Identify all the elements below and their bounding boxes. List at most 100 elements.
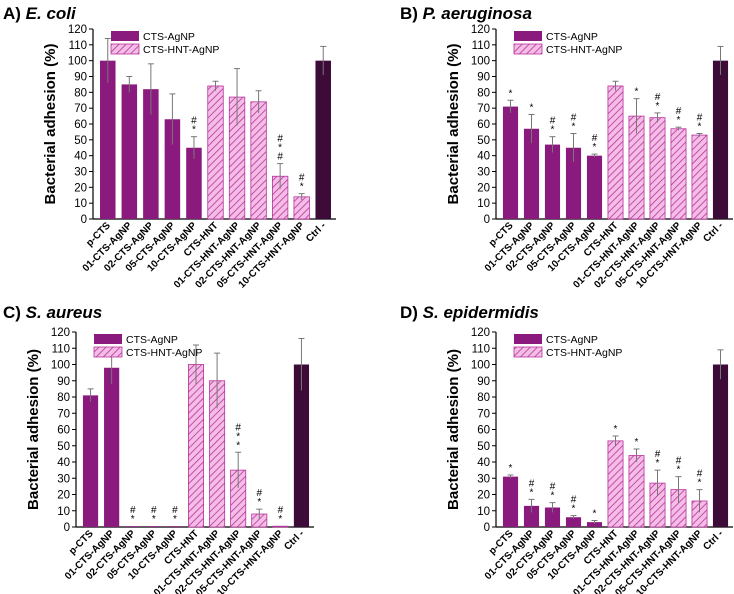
y-tick-label: 110 [69,40,87,52]
significance-mark: * [173,514,177,525]
y-tick-label: 0 [64,522,70,534]
significance-mark: # [172,505,178,516]
legend-label: CTS-AgNP [126,334,178,346]
bar-10-cts-hnt-agnp [293,196,310,220]
significance-mark: * [572,122,576,133]
significance-mark: * [236,440,240,451]
significance-mark: * [257,497,261,508]
legend-label: CTS-HNT-AgNP [546,347,622,359]
x-tick-label: Ctrl - [701,220,725,244]
bar-05-cts-agnp [565,517,582,527]
significance-mark: # [592,133,598,144]
y-tick-label: 10 [477,506,490,518]
y-tick-label: 40 [74,151,87,163]
panel-label: A) [3,4,26,23]
significance-mark: * [278,143,282,154]
y-tick-label: 90 [57,376,70,388]
significance-mark: * [152,514,156,525]
significance-mark: # [676,106,682,117]
legend-swatch-cts-hnt-agnp [110,43,140,55]
legend-label: CTS-HNT-AgNP [546,44,622,56]
significance-mark: * [677,115,681,126]
legend-label: CTS-HNT-AgNP [143,44,219,56]
y-tick-label: 0 [81,214,87,226]
bar-10-cts-agnp [586,522,603,527]
y-tick-label: 30 [477,473,490,485]
significance-mark: # [655,449,661,460]
legend-label: CTS-AgNP [143,31,195,43]
panel-title: D) S. epidermidis [400,303,539,322]
y-tick-label: 30 [74,167,87,179]
significance-mark: * [278,514,282,525]
legend-swatch-cts-agnp [111,31,139,41]
y-tick-label: 20 [477,182,490,194]
bar-02-cts-agnp [544,507,561,527]
bar-cts-hnt [188,364,204,528]
bar-10-cts-hnt-agnp [272,525,289,528]
significance-mark: # [277,152,283,163]
y-tick-label: 60 [57,425,70,437]
y-tick-label: 90 [74,72,87,84]
significance-mark: * [593,509,597,520]
bar-02-cts-hnt-agnp [250,101,267,220]
significance-mark: * [530,103,534,114]
y-tick-label: 70 [57,408,70,420]
bar-05-cts-agnp [164,119,181,219]
significance-mark: * [300,182,304,193]
y-tick-label: 100 [51,360,70,372]
legend-swatch-cts-agnp [514,334,542,344]
bar-p-cts [502,476,519,527]
y-tick-label: 110 [52,343,70,355]
y-tick-label: 100 [471,360,490,372]
significance-mark: * [593,142,597,153]
significance-mark: * [698,122,702,133]
legend-swatch-cts-agnp [94,334,122,344]
legend-swatch-cts-agnp [514,31,542,41]
y-tick-label: 80 [74,87,87,99]
y-tick-label: 60 [74,119,87,131]
bar-p-cts [502,106,519,219]
chart-panel-4: D) S. epidermidis 0 10 20 30 40 50 60 70 80 90 100 1… [400,303,733,594]
bar-p-cts [82,395,99,527]
y-tick-label: 100 [471,56,490,68]
y-tick-label: 70 [74,103,87,115]
significance-mark: # [235,422,241,433]
bar-02-cts-agnp [125,526,141,527]
bar-01-cts-agnp [121,84,138,220]
bar-10-cts-agnp [186,147,202,219]
significance-mark: # [571,495,577,506]
significance-mark: # [151,505,157,516]
bar-ctrl [315,60,331,219]
bar-01-cts-agnp [104,367,120,527]
legend-swatch-cts-hnt-agnp [513,43,543,55]
legend-label: CTS-AgNP [546,334,598,346]
significance-mark: * [551,125,555,136]
panel-title: A) E. coli [3,4,77,23]
y-tick-label: 30 [57,473,70,485]
y-tick-label: 100 [68,56,87,68]
y-tick-label: 70 [477,103,490,115]
panel-organism: E. coli [26,4,77,23]
panel-label: B) [400,4,423,23]
bar-02-cts-hnt-agnp [649,117,666,220]
significance-mark: # [550,116,556,127]
significance-mark: * [530,487,534,498]
panel-organism: S. epidermidis [423,303,539,322]
y-axis-title: Bacterial adhesion (%) [445,44,462,205]
chart-panel-1: A) E. coli 0 10 20 30 40 50 60 70 80 90 100 110 120 Ba… [3,4,336,291]
legend-swatch-cts-hnt-agnp [93,346,123,358]
panel-title: B) P. aeruginosa [400,4,532,23]
y-tick-label: 120 [471,24,490,36]
bar-cts-hnt [607,85,624,220]
significance-mark: * [656,101,660,112]
legend-swatch-cts-hnt-agnp [513,346,543,358]
y-tick-label: 120 [51,327,70,339]
significance-mark: * [572,504,576,515]
y-tick-label: 50 [477,135,490,147]
bar-10-cts-agnp [167,526,183,527]
bar-05-cts-hnt-agnp [670,128,687,220]
significance-mark: # [655,92,661,103]
legend-label: CTS-HNT-AgNP [126,347,202,359]
y-tick-label: 0 [484,522,490,534]
y-tick-label: 80 [477,392,490,404]
